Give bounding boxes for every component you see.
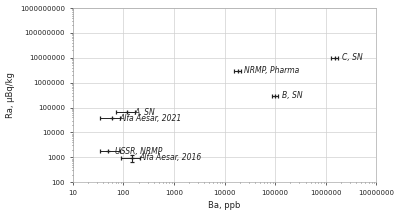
X-axis label: Ba, ppb: Ba, ppb	[208, 202, 241, 210]
Text: Alfa Aesar, 2016: Alfa Aesar, 2016	[139, 153, 202, 162]
Text: A, SN: A, SN	[134, 108, 155, 117]
Y-axis label: Ra, μBq/kg: Ra, μBq/kg	[6, 72, 14, 118]
Text: B, SN: B, SN	[282, 91, 303, 100]
Text: C, SN: C, SN	[342, 53, 362, 62]
Text: Alfa Aesar, 2021: Alfa Aesar, 2021	[119, 114, 181, 122]
Text: NRMP, Pharma: NRMP, Pharma	[244, 66, 300, 75]
Text: USSR, NRMP: USSR, NRMP	[115, 146, 162, 156]
